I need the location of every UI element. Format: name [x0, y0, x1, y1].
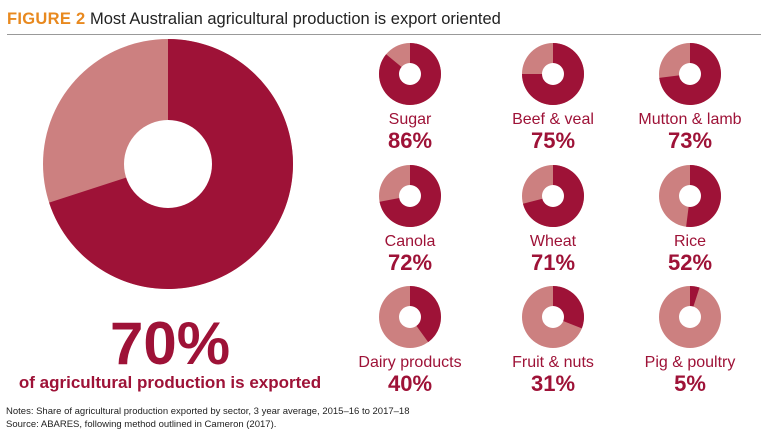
- sector-hole: [679, 63, 701, 85]
- sector-donut: [522, 165, 584, 227]
- figure-title-bar: FIGURE 2 Most Australian agricultural pr…: [7, 6, 761, 35]
- sector-name: Canola: [384, 233, 436, 250]
- sector-percent: 40%: [387, 371, 433, 396]
- sector-hole: [542, 306, 564, 328]
- sector-percent: 72%: [387, 250, 433, 275]
- sector-donut: [379, 286, 441, 348]
- source-line: Source: ABARES, following method outline…: [6, 419, 277, 430]
- sector-cell: Mutton & lamb 73%: [625, 42, 755, 153]
- sector-hole: [399, 185, 421, 207]
- sector-slice-exported: [410, 286, 441, 343]
- sector-cell: Sugar 86%: [345, 42, 475, 153]
- sector-hole: [542, 63, 564, 85]
- sector-hole: [679, 185, 701, 207]
- sector-percent: 52%: [667, 250, 713, 275]
- sector-percent: 86%: [387, 128, 433, 153]
- sector-cell: Beef & veal 75%: [488, 42, 618, 153]
- sector-hole: [542, 185, 564, 207]
- figure-title: Most Australian agricultural production …: [89, 10, 501, 28]
- sector-cell: Pig & poultry 5%: [625, 285, 755, 396]
- sector-cell: Wheat 71%: [488, 164, 618, 275]
- sector-percent: 31%: [530, 371, 576, 396]
- figure-label: FIGURE 2: [7, 10, 86, 28]
- sector-percent: 5%: [674, 371, 706, 396]
- sector-name: Dairy products: [358, 354, 462, 371]
- sector-donut: [659, 43, 721, 105]
- sector-hole: [679, 306, 701, 328]
- sector-name: Fruit & nuts: [512, 354, 594, 371]
- sector-donut: [378, 43, 441, 105]
- overall-hole: [124, 120, 212, 208]
- sector-cell: Canola 72%: [345, 164, 475, 275]
- overall-caption: of agricultural production is exported: [18, 373, 322, 392]
- sector-cell: Dairy products 40%: [345, 285, 475, 396]
- sector-donut: [659, 165, 721, 227]
- sector-name: Pig & poultry: [644, 354, 736, 371]
- sector-donut: [522, 43, 584, 105]
- sector-donut: [522, 286, 584, 348]
- overall-percent-label: 70%: [109, 310, 231, 377]
- sector-donut: [659, 286, 721, 348]
- sector-percent: 71%: [530, 250, 576, 275]
- sector-cell: Rice 52%: [625, 164, 755, 275]
- sector-name: Sugar: [388, 111, 432, 128]
- sector-percent: 73%: [667, 128, 713, 153]
- chart-notes: Notes: Share of agricultural production …: [6, 405, 410, 431]
- sector-name: Rice: [673, 233, 706, 250]
- sector-name: Wheat: [529, 233, 577, 250]
- sector-percent: 75%: [530, 128, 576, 153]
- sector-hole: [399, 63, 421, 85]
- notes-line: Notes: Share of agricultural production …: [6, 406, 410, 417]
- sector-hole: [399, 306, 421, 328]
- sector-name: Mutton & lamb: [638, 111, 742, 128]
- sector-name: Beef & veal: [512, 111, 594, 128]
- sector-donut: [379, 165, 442, 227]
- sector-slice-exported: [686, 165, 721, 227]
- overall-donut-chart: [43, 39, 293, 289]
- sector-cell: Fruit & nuts 31%: [488, 285, 618, 396]
